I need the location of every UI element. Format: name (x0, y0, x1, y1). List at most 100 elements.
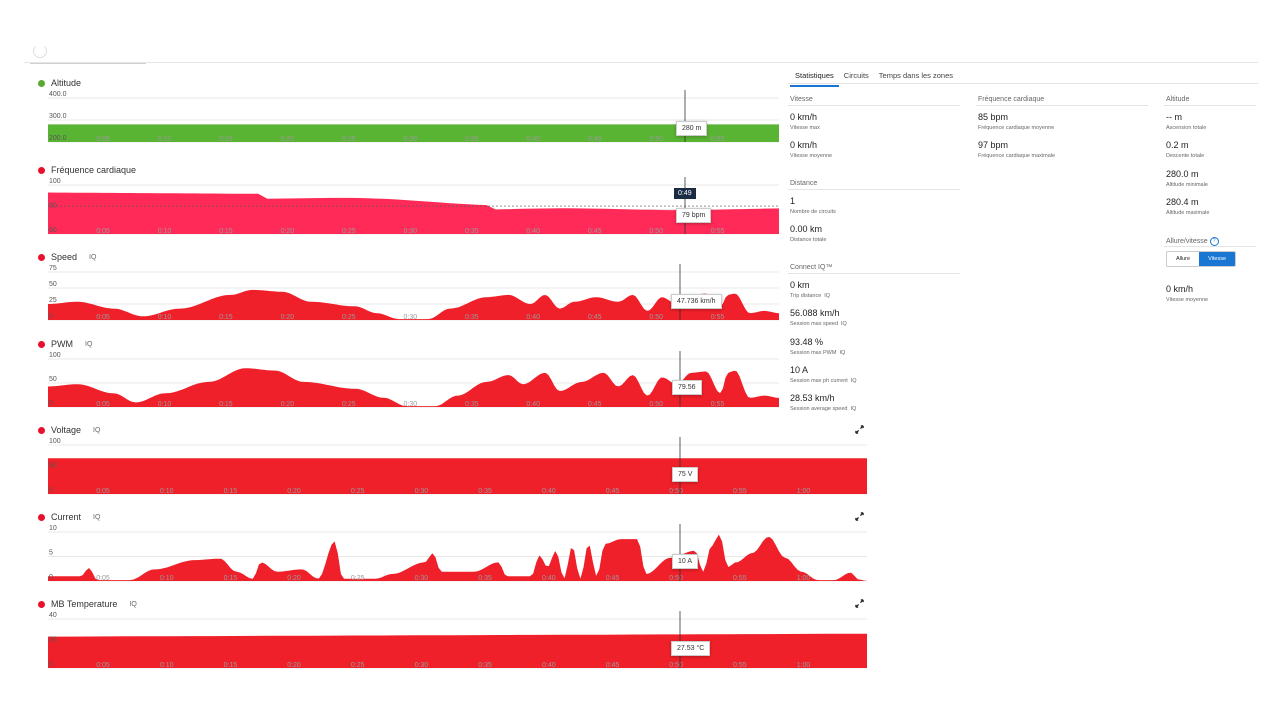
toggle-allure[interactable]: Allure (1176, 256, 1191, 262)
chart-plot-speed[interactable]: 75 50 25 0 0:05 0:10 0:15 0:20 0:25 0:30 0:35 0:40 0… (44, 264, 785, 322)
stat-label: Session max ph current IQ (790, 378, 857, 384)
expand-icon[interactable] (855, 425, 865, 435)
connect-iq-icon: IQ (841, 321, 847, 328)
toggle-vitesse[interactable]: Vitesse (1199, 252, 1235, 266)
stat-label: Nombre de circuits (790, 209, 836, 215)
value-tooltip: 280 m (676, 121, 708, 136)
y-tick-label: 40 (49, 612, 57, 619)
section-title-frequence: Fréquence cardiaque (978, 96, 1045, 103)
section-divider (1164, 246, 1256, 247)
section-divider (788, 273, 960, 274)
x-tick-label: 0:50 (649, 401, 663, 408)
chart-title: Speed (51, 252, 78, 262)
x-tick-label: 0:25 (351, 575, 365, 582)
y-tick-label: 25 (49, 297, 57, 304)
x-tick-label: 1:00 (797, 662, 811, 669)
connect-iq-icon: IQ (85, 340, 93, 348)
y-tick-label: 20 (49, 637, 57, 644)
x-tick-label: 0:15 (219, 136, 233, 143)
x-tick-label: 0:45 (588, 136, 602, 143)
value-tooltip: 79 bpm (676, 208, 712, 223)
tab-circuits[interactable]: Circuits (843, 71, 869, 80)
x-tick-label: 0:40 (526, 314, 540, 321)
value-tooltip: 79.56 (672, 380, 702, 395)
x-tick-label: 0:10 (160, 488, 174, 495)
section-title-connectiq: Connect IQ™ (790, 264, 833, 271)
allure-title: Allure/vitesse (1166, 238, 1208, 245)
loading-spinner-icon (33, 44, 47, 58)
header-divider-accent (30, 63, 146, 64)
x-tick-label: 0:35 (465, 228, 479, 235)
stat-value: 56.088 km/h (790, 308, 840, 319)
stat-value: 1 (790, 196, 796, 206)
section-divider (788, 189, 960, 190)
x-tick-label: 0:05 (96, 314, 110, 321)
x-tick-label: 0:20 (281, 401, 295, 408)
stat-label-text: Session max ph current (790, 377, 848, 384)
expand-icon[interactable] (855, 512, 865, 522)
tab-statistiques[interactable]: Statistiques (790, 69, 839, 87)
section-divider (976, 105, 1148, 106)
tabs-divider (788, 83, 1258, 84)
stat-value: -- m (1166, 112, 1182, 122)
x-tick-label: 0:40 (526, 401, 540, 408)
stat-label: Ascension totale (1166, 125, 1207, 131)
x-tick-label: 0:35 (478, 662, 492, 669)
stat-value: 280.0 m (1166, 169, 1199, 179)
chart-plot-current[interactable]: 10 5 0 0:05 0:10 0:15 0:20 0:25 0:30 0:35 0:40 0:45… (44, 524, 873, 583)
chart-header-voltage: Voltage IQ (38, 425, 100, 435)
x-tick-label: 0:40 (526, 228, 540, 235)
x-tick-label: 0:40 (526, 136, 540, 143)
x-tick-label: 0:25 (351, 662, 365, 669)
x-tick-label: 0:55 (711, 401, 725, 408)
section-title-altitude: Altitude (1166, 96, 1190, 103)
stat-label: Trip distance IQ (790, 293, 830, 299)
x-tick-label: 0:30 (403, 136, 417, 143)
tab-temps-zones[interactable]: Temps dans les zones (878, 71, 954, 80)
stat-label-text: Session max PWM (790, 349, 837, 356)
x-tick-label: 0:05 (96, 488, 110, 495)
connect-iq-icon: IQ (824, 293, 831, 299)
chart-header-current: Current IQ (38, 512, 100, 522)
y-tick-label: 400.0 (49, 91, 67, 98)
x-tick-label: 0:15 (219, 314, 233, 321)
y-tick-label: 300.0 (49, 113, 67, 120)
x-tick-label: 0:30 (415, 662, 429, 669)
chart-plot-mbtemp[interactable]: 40 20 0 0:05 0:10 0:15 0:20 0:25 0:30 0:35 0:40 0:4… (44, 611, 873, 670)
chart-plot-altitude[interactable]: 400.0 300.0 200.0 0:05 0:10 0:15 0:20 0:25 0:30 0… (44, 90, 785, 144)
stat-label: Session max speed IQ (790, 321, 847, 327)
y-tick-label: 50 (49, 281, 57, 288)
stat-label-text: Trip distance (790, 293, 822, 299)
x-tick-label: 0:20 (281, 314, 295, 321)
stat-value: 0.2 m (1166, 140, 1189, 150)
x-tick-label: 0:35 (478, 488, 492, 495)
stat-value: 0 km/h (790, 112, 818, 122)
chart-header-heart: Fréquence cardiaque (38, 165, 136, 175)
chart-plot-voltage[interactable]: 100 50 0 0:05 0:10 0:15 0:20 0:25 0:30 0:35 0:40 0:… (44, 437, 873, 496)
connect-iq-icon: IQ (93, 426, 101, 434)
x-tick-label: 0:15 (224, 662, 238, 669)
x-tick-label: 0:25 (342, 136, 356, 143)
y-tick-label: 10 (49, 525, 57, 532)
stat-label: Fréquence cardiaque moyenne (978, 125, 1055, 131)
chart-plot-heart[interactable]: 100 80 60 0:05 0:10 0:15 0:20 0:25 0:30 0:35 0:40 0… (44, 177, 785, 236)
connect-iq-icon: IQ (850, 406, 857, 413)
x-tick-label: 0:25 (351, 488, 365, 495)
stat-value: 97 bpm (978, 140, 1009, 150)
x-tick-label: 0:15 (224, 575, 238, 582)
chart-title: Altitude (51, 78, 82, 88)
help-icon[interactable]: ? (1209, 237, 1219, 246)
allure-vitesse-toggle: Allure Vitesse (1166, 251, 1236, 267)
chart-plot-pwm[interactable]: 100 50 0 0:05 0:10 0:15 0:20 0:25 0:30 0:35 0:40 0:… (44, 351, 785, 409)
stat-value: 0 km (790, 280, 810, 290)
x-tick-label: 0:15 (224, 488, 238, 495)
expand-icon[interactable] (855, 599, 865, 609)
connect-iq-icon: IQ (850, 377, 857, 384)
section-divider (1164, 105, 1256, 106)
x-tick-label: 0:50 (649, 228, 663, 235)
x-tick-label: 0:10 (160, 662, 174, 669)
value-tooltip: 75 V (672, 467, 699, 482)
x-tick-label: 0:05 (96, 136, 110, 143)
x-tick-label: 0:20 (281, 228, 295, 235)
x-tick-label: 0:55 (711, 228, 725, 235)
